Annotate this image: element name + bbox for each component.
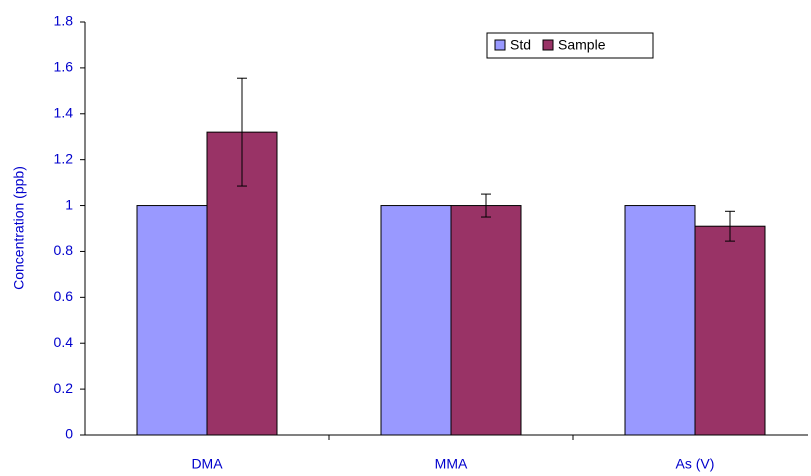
y-tick-label: 0.4 xyxy=(54,334,74,350)
error-bar xyxy=(481,193,491,218)
y-tick-label: 1.8 xyxy=(54,13,74,29)
y-tick-label: 1.4 xyxy=(54,104,74,120)
bar xyxy=(624,205,696,436)
y-tick-label: 0.6 xyxy=(54,288,74,304)
legend-swatch xyxy=(494,39,506,51)
legend-label: Sample xyxy=(558,37,606,53)
legend-box xyxy=(486,32,654,59)
bar xyxy=(136,205,208,436)
bar xyxy=(380,205,452,436)
legend-label: Std xyxy=(510,37,531,53)
x-tick-label: As (V) xyxy=(676,456,715,472)
bar xyxy=(694,225,766,436)
y-tick-label: 0.2 xyxy=(54,380,74,396)
legend-swatch xyxy=(542,39,554,51)
error-bar xyxy=(725,210,735,242)
error-bar xyxy=(237,77,247,187)
y-tick-label: 1.2 xyxy=(54,150,74,166)
y-tick-label: 0 xyxy=(65,426,73,442)
y-tick-label: 0.8 xyxy=(54,242,74,258)
x-tick-label: DMA xyxy=(191,456,223,472)
y-tick-label: 1 xyxy=(65,196,73,212)
bar xyxy=(450,205,522,436)
y-axis-label: Concentration (ppb) xyxy=(11,166,27,290)
y-tick-label: 1.6 xyxy=(54,59,74,75)
x-tick-label: MMA xyxy=(435,456,468,472)
